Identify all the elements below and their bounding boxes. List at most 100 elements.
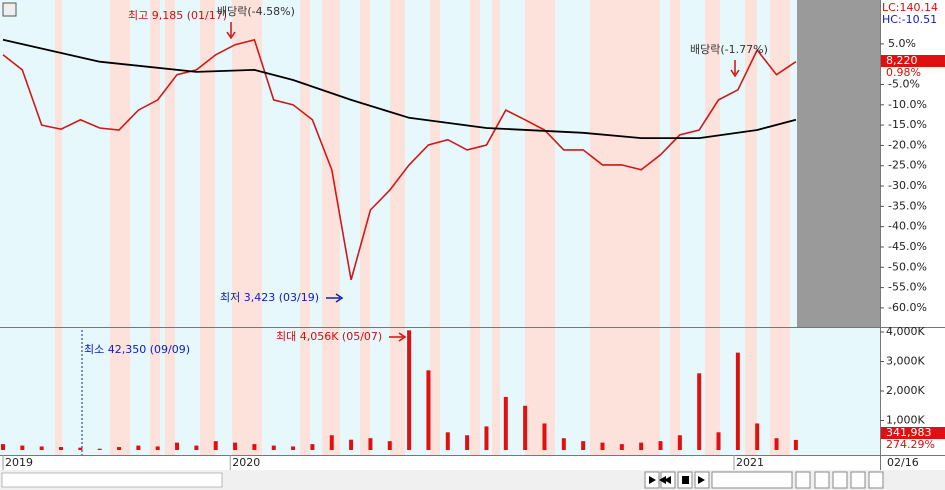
y-tick-label: 3,000K	[886, 355, 925, 368]
last-volume: 341,983	[886, 426, 932, 439]
price-line	[2, 38, 797, 139]
volume-bar	[542, 423, 547, 450]
volume-bar	[426, 370, 431, 450]
volume-bar	[310, 444, 315, 450]
stripe	[492, 0, 500, 455]
annotation: 최대 4,056K (05/07)	[276, 330, 382, 343]
stripe	[165, 0, 175, 455]
icon	[682, 476, 689, 484]
stripe	[232, 0, 262, 455]
volume-bar	[117, 447, 122, 450]
volume-bar	[600, 442, 605, 450]
volume-bar	[1, 444, 5, 450]
icon	[649, 476, 656, 484]
arrow	[730, 60, 740, 78]
stripe	[670, 0, 680, 455]
arrow	[326, 293, 344, 303]
stripe	[200, 0, 215, 455]
volume-bar	[194, 445, 199, 450]
icon	[659, 476, 671, 484]
volume-bar	[291, 446, 296, 450]
volume-bar	[175, 442, 180, 450]
volume-bar	[59, 447, 64, 450]
stripe	[55, 0, 62, 455]
stripe	[745, 0, 757, 455]
volume-bar	[755, 423, 760, 450]
price-line	[2, 38, 797, 281]
volume-bar	[561, 438, 566, 450]
stripe	[770, 0, 790, 455]
x-tick-label: 2021	[736, 456, 764, 469]
stripe	[150, 0, 160, 455]
volume-bar	[233, 442, 238, 450]
stripe	[430, 0, 440, 455]
volume-bar	[465, 435, 470, 450]
y-tick-label: -35.0%	[888, 199, 927, 212]
volume-bar	[716, 432, 721, 450]
volume-bar	[677, 435, 682, 450]
scroll-thumb[interactable]	[1, 472, 223, 488]
volume-bar	[735, 352, 740, 450]
annotation: 최고 9,185 (01/17)	[128, 9, 227, 22]
button[interactable]	[795, 471, 811, 489]
y-tick-label: -50.0%	[888, 260, 927, 273]
stripe	[110, 0, 130, 455]
y-tick-label: 1,000K	[886, 414, 925, 427]
annotation: 최저 3,423 (03/19)	[220, 291, 319, 304]
y-tick-label: -5.0%	[888, 77, 920, 90]
y-tick-label: -55.0%	[888, 281, 927, 294]
date-label: 02/16	[887, 456, 919, 469]
x-tick-label: 2020	[232, 456, 260, 469]
button[interactable]	[814, 471, 830, 489]
hc-label: HC:-10.51	[882, 13, 937, 26]
stripe	[590, 0, 660, 455]
button[interactable]	[832, 471, 848, 489]
y-tick-label: 2,000K	[886, 384, 925, 397]
button[interactable]	[868, 471, 884, 489]
volume-bar	[774, 438, 779, 450]
volume-bar	[445, 432, 450, 450]
volume-bar	[697, 373, 702, 450]
volume-bar	[20, 445, 25, 450]
last-price-box	[881, 55, 945, 67]
volume-bar	[407, 330, 412, 450]
volume-bar	[155, 446, 160, 450]
stripe	[300, 0, 310, 455]
lc-label: LC:140.14	[882, 1, 938, 14]
volume-bar	[349, 439, 354, 450]
scroll-buttons	[644, 471, 884, 489]
menu-icon[interactable]	[2, 2, 17, 17]
arrow	[226, 22, 236, 40]
button-icons	[649, 476, 705, 484]
plot-background	[0, 0, 880, 455]
button[interactable]	[850, 471, 866, 489]
last-volume-box	[881, 427, 945, 439]
volume-bar	[658, 441, 663, 450]
volume-bar	[387, 441, 392, 450]
change-label: 0.98%	[886, 66, 921, 79]
y-tick-label: -10.0%	[888, 98, 927, 111]
volume-bar	[213, 441, 218, 450]
volume-bar	[581, 441, 586, 450]
stripe	[390, 0, 405, 455]
zoom-slider[interactable]	[711, 471, 793, 489]
future-area	[797, 0, 880, 327]
volume-bar	[136, 445, 141, 450]
volume-bar	[619, 444, 624, 450]
volume-bar	[329, 435, 334, 450]
ratio-label: 274.29%	[886, 438, 935, 451]
y-tick-label: 4,000K	[886, 325, 925, 338]
icon	[698, 476, 705, 484]
volume-bar	[639, 442, 644, 450]
y-tick-label: -25.0%	[888, 159, 927, 172]
y-tick-label: -45.0%	[888, 240, 927, 253]
y-tick-label: -30.0%	[888, 179, 927, 192]
x-tick-label: 2019	[5, 456, 33, 469]
y-tick-label: -60.0%	[888, 301, 927, 314]
volume-bar	[78, 447, 83, 450]
volume-bar	[252, 444, 257, 450]
stripe	[525, 0, 555, 455]
stripe	[470, 0, 480, 455]
y-tick-label: -15.0%	[888, 118, 927, 131]
annotation: 배당락(-4.58%)	[217, 5, 295, 18]
